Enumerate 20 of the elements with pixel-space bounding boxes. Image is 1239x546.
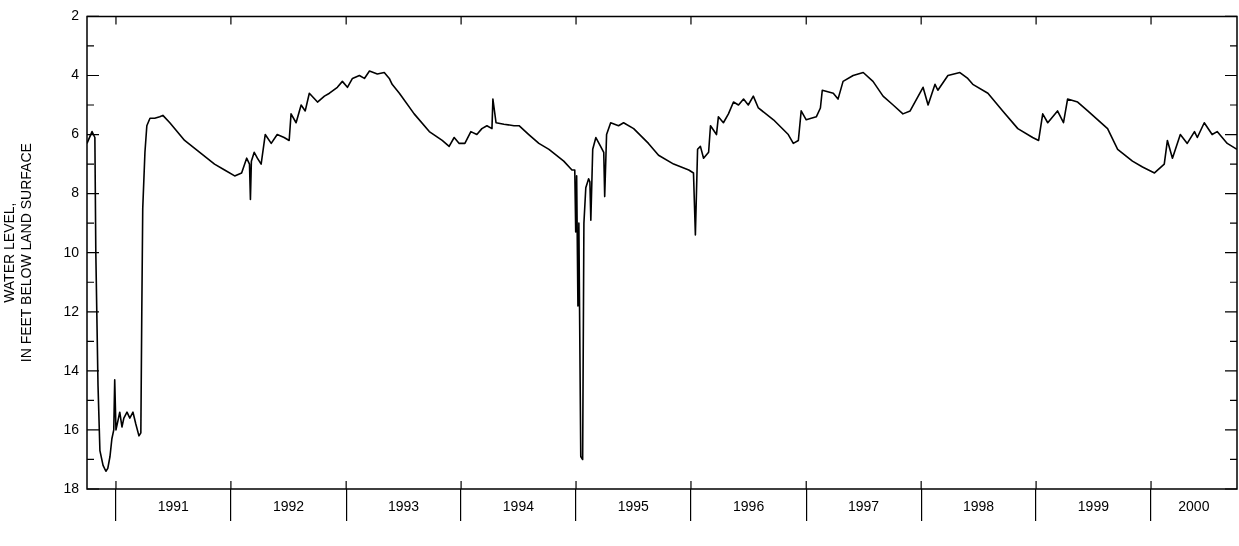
x-tick-label: 1999 bbox=[1077, 498, 1110, 515]
x-tick-label: 1993 bbox=[387, 498, 420, 515]
x-tick-label: 1998 bbox=[962, 498, 995, 515]
y-tick-label: 2 bbox=[71, 7, 80, 24]
y-tick-label: 8 bbox=[71, 184, 80, 201]
x-tick-label: 2000 bbox=[1178, 498, 1210, 515]
x-tick-label: 1995 bbox=[617, 498, 650, 515]
x-tick-label: 1996 bbox=[733, 498, 765, 515]
y-tick-label: 6 bbox=[71, 125, 80, 142]
x-tick-label: 1997 bbox=[847, 498, 880, 515]
x-tick-label: 1992 bbox=[272, 498, 305, 515]
y-tick-label: 16 bbox=[63, 420, 80, 437]
x-tick-label: 1994 bbox=[502, 498, 535, 515]
y-tick-label: 14 bbox=[63, 361, 80, 378]
y-tick-label: 10 bbox=[63, 243, 80, 260]
y-tick-label: 12 bbox=[63, 302, 80, 319]
y-tick-label: 4 bbox=[71, 66, 80, 83]
y-tick-label: 18 bbox=[63, 479, 80, 496]
x-tick-label: 1991 bbox=[157, 498, 190, 515]
y-axis-title: WATER LEVEL, IN FEET BELOW LAND SURFACE bbox=[1, 143, 35, 363]
